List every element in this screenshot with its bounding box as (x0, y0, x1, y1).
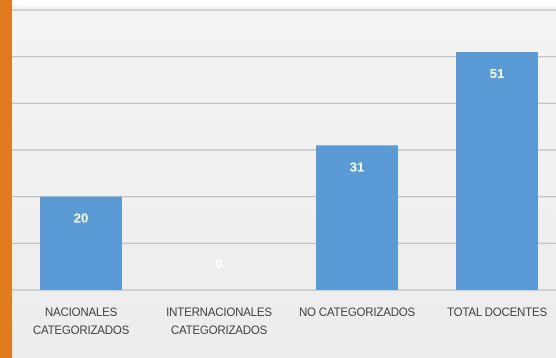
bar (456, 52, 538, 290)
bars (40, 52, 538, 290)
category-label-line: NO CATEGORIZADOS (299, 307, 416, 319)
data-labels: 20 0 31 51 (74, 66, 504, 271)
category-label: NACIONALES CATEGORIZADOS (33, 307, 130, 337)
category-axis-labels: NACIONALES CATEGORIZADOS INTERNACIONALES CA… (33, 307, 548, 337)
category-label-line: NACIONALES (45, 307, 118, 319)
data-label: 51 (490, 66, 504, 81)
category-label: TOTAL DOCENTES (447, 307, 547, 319)
category-label-line: INTERNACIONALES (166, 307, 272, 319)
category-label: INTERNACIONALES CATEGORIZADOS (166, 307, 272, 337)
category-label-line: TOTAL DOCENTES (447, 307, 547, 319)
orange-accent-bar (0, 0, 12, 358)
category-label: NO CATEGORIZADOS (299, 307, 416, 319)
category-label-line: CATEGORIZADOS (171, 325, 268, 337)
data-label: 20 (74, 211, 88, 226)
bar (40, 196, 122, 290)
data-label: 0 (215, 256, 222, 271)
category-label-line: CATEGORIZADOS (33, 325, 130, 337)
bar (316, 145, 398, 290)
data-label: 31 (350, 159, 364, 174)
